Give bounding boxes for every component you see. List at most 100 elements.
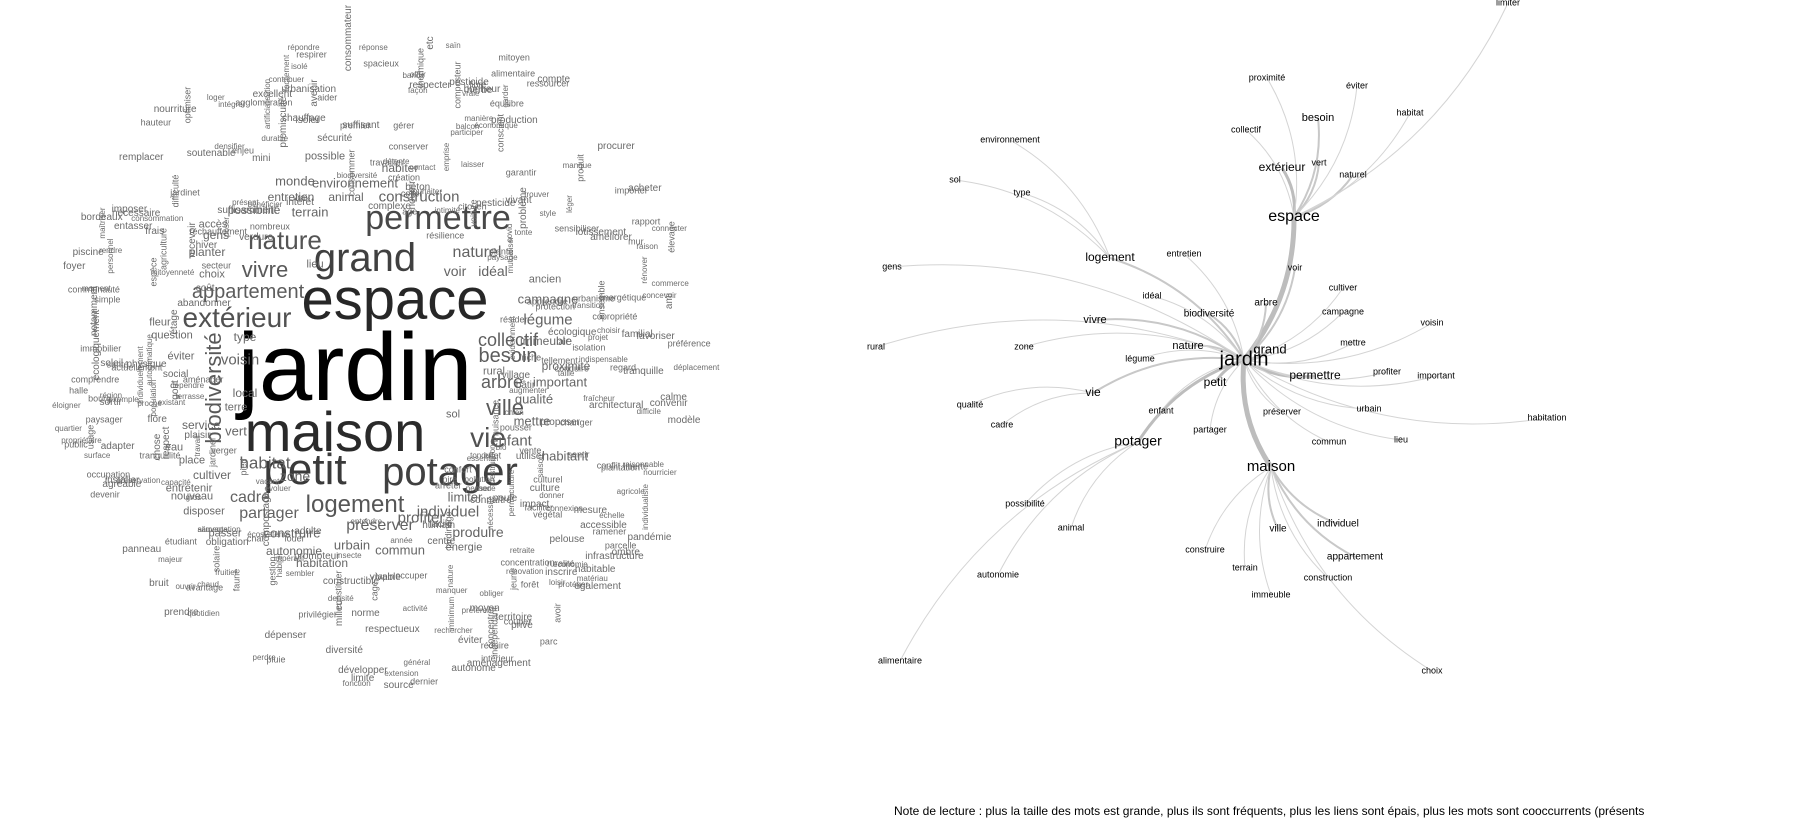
cloud-word: parc: [539, 636, 558, 647]
graph-node-label: légume: [1125, 353, 1155, 363]
cloud-word: convenir: [649, 398, 688, 410]
cloud-word: fleur: [149, 316, 171, 329]
cloud-word: existant: [157, 397, 186, 407]
cloud-word: thermique: [415, 47, 426, 88]
cloud-word: privilégier: [298, 609, 337, 620]
graph-edge: [1243, 287, 1344, 361]
graph-edge: [1293, 112, 1411, 218]
cloud-word: avenir: [309, 79, 321, 108]
cloud-word: gérer: [393, 120, 415, 131]
graph-node-label: habitation: [1527, 412, 1566, 422]
cloud-word: fruitier: [215, 568, 238, 578]
cloud-word: changer: [560, 417, 593, 428]
cloud-word: respect: [160, 426, 172, 460]
graph-node-label: possibilité: [1005, 498, 1045, 508]
graph-edge: [969, 386, 1094, 406]
cloud-word: mesure: [573, 505, 608, 517]
cloud-word: consommateur: [342, 5, 354, 72]
cloud-word: mur: [628, 236, 644, 247]
graph-labels: jardin espace maison potager grand petit perme…: [867, 0, 1567, 675]
cloud-word: mettre: [513, 413, 551, 429]
cloud-word: choix: [199, 268, 225, 281]
graph-edge: [1270, 466, 1339, 525]
cloud-word: grand: [313, 236, 417, 280]
cloud-word: agriculture: [158, 228, 169, 271]
cloud-word: espèce: [148, 257, 159, 287]
cloud-word: mitoyen: [498, 52, 530, 63]
cloud-word: habitant: [541, 448, 589, 464]
cloud-word: herbe: [466, 85, 493, 97]
cloud-word: balcon: [455, 121, 480, 131]
cloud-word: territoire: [495, 612, 533, 624]
cloud-word: urbanisme: [573, 293, 616, 304]
graph-edge: [1258, 466, 1272, 596]
cloud-word: jardin: [237, 314, 473, 421]
cloud-word: connexion: [546, 504, 583, 514]
cloud-word: limite: [350, 672, 375, 684]
cloud-word: habiter: [381, 161, 419, 175]
cloud-word: pollution: [464, 474, 495, 484]
cloud-word: urbain: [333, 537, 371, 553]
graph-edge: [1293, 117, 1320, 218]
cloud-word: familial: [621, 329, 653, 341]
cloud-word: constructible: [322, 575, 380, 587]
cloud-word: jeune: [508, 568, 519, 591]
graph-edge: [1070, 441, 1139, 529]
graph-node-label: nature: [1172, 340, 1203, 352]
cloud-word: résider: [500, 314, 528, 325]
cloud-word: protéger: [558, 580, 589, 590]
cloud-word: améliorer: [590, 232, 632, 244]
cloud-word: éviter: [458, 634, 483, 646]
cloud-word: intimité: [434, 205, 460, 215]
cloud-word: installer: [104, 475, 140, 487]
graph-node-label: terrain: [1232, 562, 1258, 572]
cloud-word: public: [64, 439, 88, 450]
cloud-word: étage: [169, 309, 181, 335]
graph-node-label: type: [1013, 187, 1030, 197]
cloud-word: question: [151, 329, 193, 342]
cloud-word: suffisant: [342, 119, 380, 131]
cloud-word: imposer: [111, 203, 148, 215]
cloud-word: mitoyenneté: [150, 268, 195, 278]
cloud-word: étudiant: [164, 536, 197, 547]
graph-node-label: lieu: [1394, 434, 1408, 444]
cloud-word: nombreux: [249, 221, 290, 232]
cloud-word: solaire: [211, 546, 222, 573]
cloud-word: produire: [452, 524, 504, 540]
graph-node-label: ville: [1269, 524, 1287, 535]
cloud-word: proposer: [540, 416, 580, 428]
graph-edge: [1293, 2, 1509, 218]
graph-node-label: petit: [1204, 375, 1227, 389]
cloud-word: bruit: [149, 577, 169, 589]
cloud-word: chose: [151, 433, 163, 461]
cloud-word: local: [232, 386, 258, 400]
cloud-word: poule: [492, 493, 518, 505]
cooccurrence-graph: jardin espace maison potager grand petit perme…: [867, 0, 1567, 675]
cloud-word: sembler: [285, 569, 315, 579]
graph-edge: [1270, 466, 1433, 672]
cloud-word: tonte: [514, 228, 533, 238]
cloud-word: voir: [443, 263, 467, 279]
cloud-word: connaître: [470, 494, 512, 506]
graph-edge: [1243, 466, 1272, 569]
cloud-word: panneau: [122, 543, 162, 555]
graph-node-label: individuel: [1317, 519, 1359, 530]
cloud-word: entretenir: [165, 482, 213, 495]
cloud-word: autonome: [451, 663, 496, 675]
cloud-word: agréable: [102, 478, 142, 490]
cloud-word: trouver: [524, 189, 550, 199]
cloud-word: modèle: [667, 415, 701, 427]
cloud-word: coût: [195, 283, 215, 295]
cloud-word: raisonnable: [622, 460, 664, 470]
cloud-word: sauvage: [197, 524, 228, 534]
cloud-word: projet: [587, 333, 608, 343]
graph-node-label: collectif: [1231, 124, 1262, 134]
cloud-word: regard: [610, 362, 637, 373]
cloud-word: habitable: [574, 563, 616, 575]
cloud-word: secteur: [201, 260, 232, 271]
cloud-word: louer: [284, 533, 305, 544]
cloud-word: raison: [636, 242, 659, 252]
cloud-word: préservation: [116, 476, 161, 486]
cloud-word: ouvrir: [175, 582, 196, 592]
cloud-word: rapport: [631, 216, 661, 227]
